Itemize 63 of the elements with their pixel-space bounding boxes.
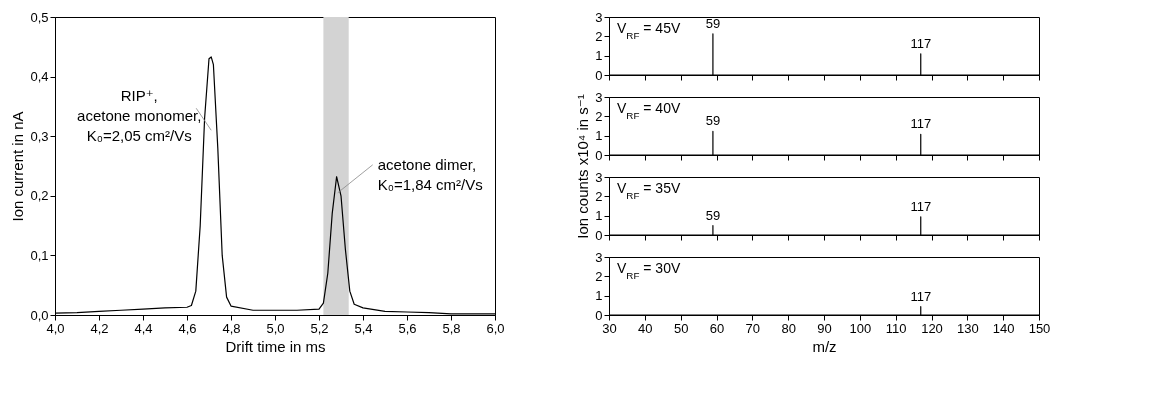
y-tick-label: 0 — [595, 147, 603, 163]
annotation: 117 — [910, 288, 932, 304]
y-tick-label: 0 — [595, 227, 603, 243]
x-tick-label: 5,6 — [398, 320, 417, 336]
x-tick-label: 80 — [781, 320, 796, 336]
annotation: 117 — [910, 116, 932, 132]
y-tick-label: 0,1 — [30, 247, 49, 263]
x-tick-label: 90 — [817, 320, 832, 336]
x-tick-label: 110 — [885, 320, 907, 336]
x-tick-label: 4,6 — [178, 320, 197, 336]
y-tick-label: 0,4 — [30, 69, 49, 85]
y-tick-label: 2 — [595, 108, 603, 124]
x-tick-label: 5,8 — [442, 320, 461, 336]
x-tick-label: 5,4 — [354, 320, 373, 336]
x-axis-title: Drift time in ms — [225, 337, 326, 355]
y-tick-label: 0,5 — [30, 9, 49, 25]
annotation: V$_{RF}$ = 40V — [617, 100, 681, 121]
annotation: acetone dimer, K₀=1,84 cm²/Vs — [377, 155, 483, 193]
y-tick-label: 2 — [595, 268, 603, 284]
x-tick-label: 5,2 — [310, 320, 329, 336]
x-tick-label: 6,0 — [486, 320, 505, 336]
y-axis-title: Ion counts x10⁴ in s⁻¹ — [574, 94, 592, 239]
y-tick-label: 2 — [595, 188, 603, 204]
y-tick-label: 0,0 — [30, 307, 49, 323]
x-tick-label: 4,0 — [46, 320, 65, 336]
x-tick-label: 150 — [1028, 320, 1051, 336]
x-tick-label: 100 — [849, 320, 872, 336]
y-tick-label: 3 — [595, 249, 603, 265]
annotation: 117 — [910, 35, 932, 51]
x-tick-label: 140 — [992, 320, 1015, 336]
x-tick-label: 70 — [745, 320, 761, 336]
x-tick-label: 120 — [921, 320, 943, 336]
x-tick-label: 4,2 — [90, 320, 109, 336]
x-tick-label: 60 — [709, 320, 725, 336]
annotation: RIP⁺, acetone monomer, K₀=2,05 cm²/Vs — [77, 87, 202, 145]
y-tick-label: 0,3 — [30, 128, 49, 144]
y-axis-title: Ion current in nA — [9, 111, 27, 222]
annotation: V$_{RF}$ = 35V — [617, 180, 681, 201]
x-tick-label: 4,8 — [222, 320, 241, 336]
annotation: V$_{RF}$ = 30V — [617, 260, 681, 281]
y-tick-label: 0 — [595, 307, 603, 323]
y-tick-label: 1 — [595, 128, 603, 144]
x-tick-label: 50 — [673, 320, 689, 336]
y-tick-label: 1 — [595, 208, 603, 224]
y-tick-label: 0,2 — [30, 188, 49, 204]
y-tick-label: 3 — [595, 89, 603, 105]
y-tick-label: 0 — [595, 67, 603, 83]
x-tick-label: 40 — [638, 320, 653, 336]
annotation: 117 — [910, 198, 932, 214]
x-axis-title: m/z — [812, 337, 837, 355]
y-tick-label: 2 — [595, 28, 603, 44]
y-tick-label: 3 — [595, 169, 603, 185]
annotation: V$_{RF}$ = 45V — [617, 20, 681, 41]
y-tick-label: 1 — [595, 288, 603, 304]
x-tick-label: 4,4 — [134, 320, 153, 336]
x-tick-label: 130 — [956, 320, 979, 336]
annotation: 59 — [705, 15, 721, 31]
y-tick-label: 3 — [595, 9, 603, 25]
annotation: 59 — [705, 207, 721, 223]
annotation: 59 — [705, 113, 721, 129]
y-tick-label: 1 — [595, 48, 603, 64]
x-tick-label: 5,0 — [266, 320, 285, 336]
x-tick-label: 30 — [602, 320, 617, 336]
